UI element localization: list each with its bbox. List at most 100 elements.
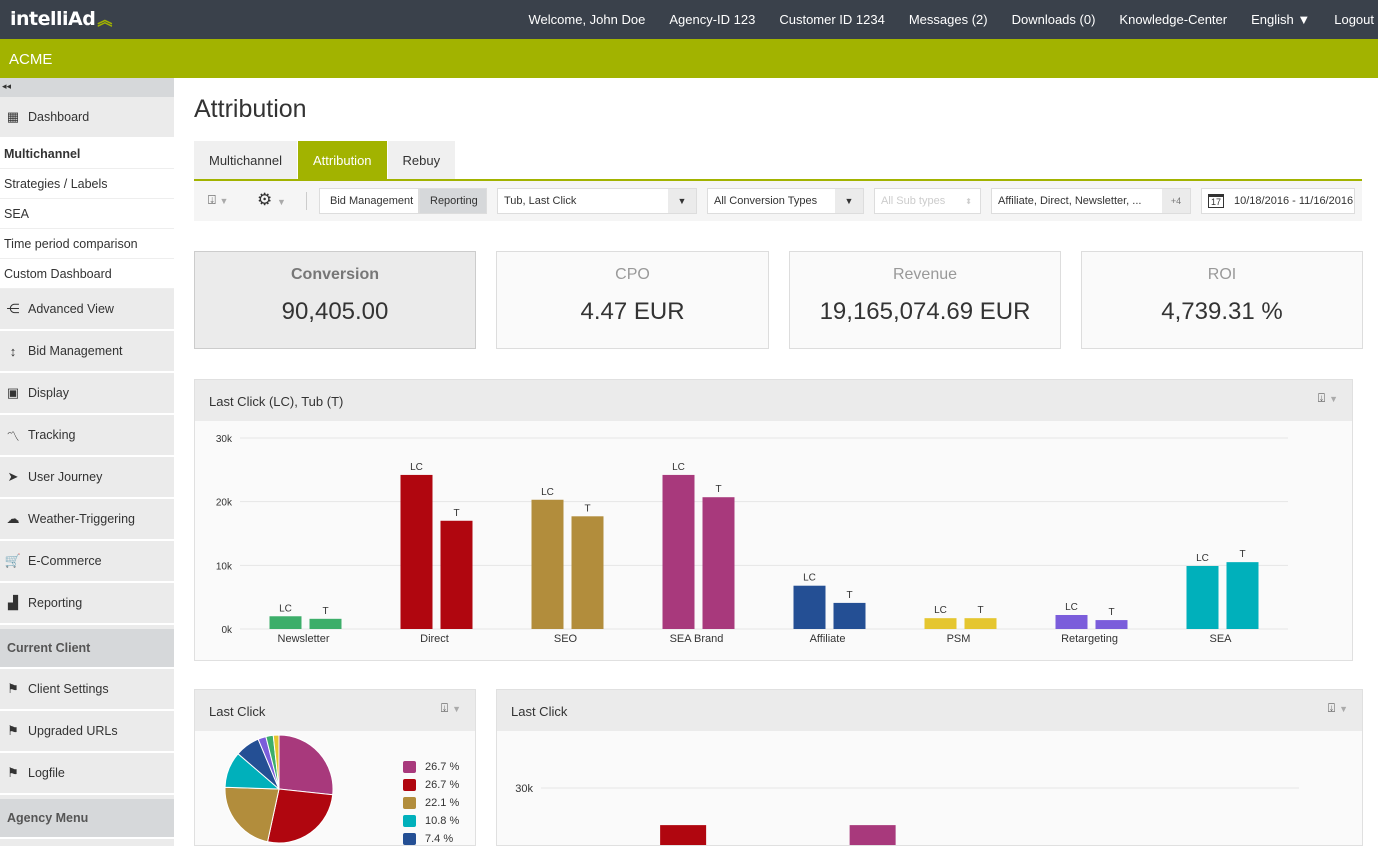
chevron-down-icon: ▼: [277, 197, 286, 207]
sub-types-select[interactable]: All Sub types⬍: [874, 188, 981, 214]
sidebar-item-e-commerce[interactable]: 🛒E-Commerce: [0, 541, 174, 583]
kpi-value: 4,739.31 %: [1082, 298, 1362, 326]
pie-slice: [279, 735, 333, 795]
navigation-arrow-icon: ➤: [2, 469, 24, 485]
attribution-model-select[interactable]: Tub, Last Click▼: [497, 188, 697, 214]
x-tick-label: Newsletter: [278, 633, 330, 645]
x-tick-label: Affiliate: [810, 633, 846, 645]
channels-select[interactable]: Affiliate, Direct, Newsletter, ...+4: [991, 188, 1191, 214]
sidebar-item-reporting[interactable]: ▟Reporting: [0, 583, 174, 625]
tree-icon: ⋲: [2, 301, 24, 317]
logo-chevron-icon: ︽: [97, 11, 112, 29]
sidebar-item-client-settings[interactable]: ⚑ Client Settings: [0, 669, 174, 711]
weather-icon: ☁: [2, 511, 24, 527]
export-chart-button[interactable]: ⍗▼: [1318, 391, 1338, 406]
bar-label: LC: [410, 462, 423, 473]
bar-label: T: [846, 590, 852, 601]
kpi-label: ROI: [1082, 266, 1362, 284]
tab-attribution[interactable]: Attribution: [298, 141, 387, 179]
sidebar-item-user-journey[interactable]: ➤ User Journey: [0, 457, 174, 499]
sidebar-item-dashboard[interactable]: ▦Dashboard: [0, 97, 174, 139]
sidebar-subitem[interactable]: Custom Dashboard: [0, 259, 174, 289]
bar-label: T: [977, 605, 983, 616]
sidebar-item-label: Weather-Triggering: [28, 512, 135, 526]
top-nav-link[interactable]: Downloads (0): [1012, 12, 1096, 27]
collapse-sidebar-button[interactable]: ◂◂: [0, 78, 174, 97]
sidebar-item-label: Display: [28, 386, 69, 400]
tab-rebuy[interactable]: Rebuy: [388, 141, 456, 179]
logo[interactable]: intelliAd︽: [10, 8, 112, 30]
y-tick-label: 10k: [216, 561, 233, 572]
kpi-value: 4.47 EUR: [497, 298, 768, 326]
top-nav-link[interactable]: Welcome, John Doe: [529, 12, 646, 27]
legend-label: 26.7 %: [425, 761, 459, 773]
export-chart-button[interactable]: ⍗▼: [1328, 701, 1348, 716]
sidebar-subitem[interactable]: Strategies / Labels: [0, 169, 174, 199]
chevron-down-icon: ▼: [452, 704, 461, 714]
sidebar-item-label: Client Settings: [28, 682, 109, 696]
sidebar-item-weather-triggering[interactable]: ☁ Weather-Triggering: [0, 499, 174, 541]
settings-button[interactable]: ⚙ ▼: [257, 190, 286, 210]
legend-swatch: [403, 833, 416, 845]
x-tick-label: SEA: [1209, 633, 1232, 645]
sidebar-item-advanced-view[interactable]: ⋲ Advanced View: [0, 289, 174, 331]
bar-LC-SEA Brand: [663, 475, 695, 629]
bar-LC-Retargeting: [1056, 615, 1088, 629]
kpi-card-conversion[interactable]: Conversion90,405.00: [194, 251, 476, 349]
sidebar-subitem[interactable]: Time period comparison: [0, 229, 174, 259]
kpi-card-roi[interactable]: ROI 4,739.31 %: [1081, 251, 1363, 349]
sidebar-item-upgraded-urls[interactable]: ⚑Upgraded URLs: [0, 711, 174, 753]
client-bar: ACME: [0, 39, 1378, 78]
signpost-icon: ⚑: [2, 681, 24, 697]
top-nav-link[interactable]: Knowledge-Center: [1119, 12, 1227, 27]
top-nav-link[interactable]: Agency-ID 123: [669, 12, 755, 27]
cart-icon: 🛒: [2, 553, 24, 569]
bar-LC-PSM: [925, 618, 957, 629]
top-nav-link[interactable]: English ▼: [1251, 12, 1310, 27]
bar-label: T: [453, 508, 459, 519]
legend-swatch: [403, 779, 416, 791]
sidebar-item-label: Dashboard: [28, 110, 89, 124]
legend-item: 10.8 %: [403, 812, 459, 830]
sidebar-item-logfile[interactable]: ⚑Logfile: [0, 753, 174, 795]
sidebar-item-bid-management[interactable]: ↕Bid Management: [0, 331, 174, 373]
pie-chart: [195, 731, 395, 845]
top-nav-link[interactable]: Messages (2): [909, 12, 988, 27]
sidebar-item-label: Advanced View: [28, 302, 114, 316]
top-nav-link[interactable]: Customer ID 1234: [779, 12, 885, 27]
date-range-picker[interactable]: 1710/18/2016 - 11/16/2016: [1201, 188, 1355, 214]
sidebar-item-tracking[interactable]: 〽Tracking: [0, 415, 174, 457]
y-tick-label: 20k: [216, 498, 233, 509]
bid-management-toggle[interactable]: Bid Management: [319, 188, 419, 214]
x-tick-label: PSM: [947, 633, 971, 645]
top-nav-link[interactable]: Logout: [1334, 12, 1374, 27]
panel-header: Last Click⍗▼: [497, 690, 1362, 731]
reporting-toggle[interactable]: Reporting: [419, 188, 487, 214]
sidebar-subitem[interactable]: SEA: [0, 199, 174, 229]
legend-swatch: [403, 815, 416, 827]
bar-label: LC: [803, 573, 816, 584]
bar-label: LC: [279, 603, 292, 614]
download-icon: ⍗: [1318, 391, 1325, 405]
bar-LC-Newsletter: [270, 616, 302, 629]
sidebar-subitem[interactable]: Multichannel: [0, 139, 174, 169]
bar-LC-Affiliate: [794, 586, 826, 629]
sidebar-item-display[interactable]: ▣Display: [0, 373, 174, 415]
kpi-card-revenue[interactable]: Revenue19,165,074.69 EUR: [789, 251, 1061, 349]
kpi-value: 90,405.00: [195, 298, 475, 326]
bar-LC-SEO: [532, 500, 564, 629]
bar-LC-Direct: [401, 475, 433, 629]
panel-header: Last Click⍗▼: [195, 690, 475, 731]
bar-T-SEO: [572, 516, 604, 629]
kpi-card-cpo[interactable]: CPO4.47 EUR: [496, 251, 769, 349]
page-title: Attribution: [194, 95, 307, 124]
x-tick-label: Direct: [420, 633, 449, 645]
bar-label: T: [1108, 607, 1114, 618]
last-click-bar-chart: 30k20k: [497, 731, 1362, 845]
export-button[interactable]: ⍗ ▼: [208, 192, 228, 208]
conversion-types-select[interactable]: All Conversion Types▼: [707, 188, 864, 214]
tab-multichannel[interactable]: Multichannel: [194, 141, 297, 179]
bar-label: LC: [934, 605, 947, 616]
export-chart-button[interactable]: ⍗▼: [441, 701, 461, 716]
sidebar-item-label: User Journey: [28, 470, 102, 484]
